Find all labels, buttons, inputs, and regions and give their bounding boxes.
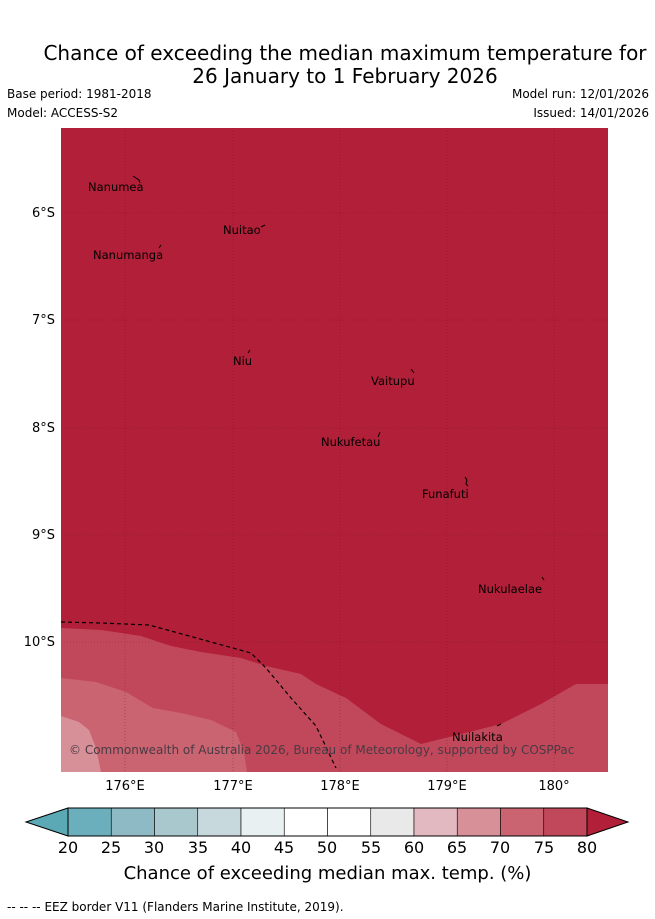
eez-legend: -- -- -- EEZ border V11 (Flanders Marine…	[7, 900, 344, 914]
lon-label: 178°E	[320, 779, 360, 794]
region-70-75	[61, 678, 247, 772]
lon-label: 177°E	[213, 779, 253, 794]
colorbar-tick: 30	[143, 838, 165, 857]
place-label: Nuitao	[223, 223, 261, 237]
islands	[132, 175, 545, 727]
colorbar-segment	[543, 807, 588, 837]
issued-date: Issued: 14/01/2026	[533, 106, 649, 120]
colorbar-segment	[370, 807, 415, 837]
lat-label: 9°S	[31, 528, 55, 543]
colorbar-tick: 70	[489, 838, 511, 857]
colorbar-frame	[67, 807, 588, 837]
title-line2: 26 January to 1 February 2026	[192, 64, 498, 88]
lat-label: 8°S	[31, 421, 55, 436]
probability-map: Nanumea Nuitao Nanumanga Niu Vaitupu Nuk…	[61, 128, 608, 772]
place-label: Funafuti	[422, 487, 469, 501]
colorbar-segment	[240, 807, 285, 837]
colorbar-segment	[154, 807, 199, 837]
colorbar-tick: 25	[100, 838, 122, 857]
copyright-notice: © Commonwealth of Australia 2026, Bureau…	[69, 743, 575, 757]
graticule	[61, 128, 608, 772]
title-line1: Chance of exceeding the median maximum t…	[43, 41, 647, 65]
place-label: Niu	[233, 354, 253, 368]
map-canvas	[61, 128, 608, 772]
model-run: Model run: 12/01/2026	[511, 87, 649, 101]
lon-label: 179°E	[427, 779, 467, 794]
lat-label: 6°S	[31, 206, 55, 221]
colorbar-tick: 60	[403, 838, 425, 857]
colorbar-segment	[413, 807, 458, 837]
colorbar-segment	[283, 807, 328, 837]
colorbar-tick: 65	[446, 838, 468, 857]
colorbar-over-arrow	[586, 807, 630, 837]
colorbar-tick: 45	[273, 838, 295, 857]
colorbar-tick: 35	[187, 838, 209, 857]
place-label: Nukufetau	[321, 435, 381, 449]
colorbar-segment	[456, 807, 501, 837]
place-label: Nanumea	[88, 180, 144, 194]
colorbar	[24, 807, 630, 837]
colorbar-tick: 20	[57, 838, 79, 857]
lat-label: 10°S	[23, 635, 55, 650]
colorbar-segment	[110, 807, 155, 837]
eez-legend-text: EEZ border V11 (Flanders Marine Institut…	[44, 900, 344, 914]
colorbar-segments	[67, 807, 588, 837]
lat-label: 7°S	[31, 313, 55, 328]
colorbar-tick: 80	[576, 838, 598, 857]
colorbar-tick: 50	[316, 838, 338, 857]
place-label: Nukulaelae	[478, 582, 543, 596]
colorbar-tick: 40	[230, 838, 252, 857]
colorbar-segment	[327, 807, 372, 837]
colorbar-under-arrow	[24, 807, 69, 837]
region-65-70	[61, 716, 101, 772]
colorbar-segment	[197, 807, 242, 837]
colorbar-segment	[500, 807, 545, 837]
eez-line-marker: -- -- --	[7, 900, 41, 914]
colorbar-segment	[67, 807, 112, 837]
colorbar-label: Chance of exceeding median max. temp. (%…	[123, 863, 532, 884]
place-label: Vaitupu	[371, 374, 415, 388]
colorbar-tick: 55	[360, 838, 382, 857]
place-label: Nanumanga	[93, 248, 164, 262]
lon-label: 176°E	[105, 779, 145, 794]
eez-border	[61, 621, 337, 769]
base-period: Base period: 1981-2018	[7, 87, 152, 101]
place-label: Nuilakita	[452, 730, 503, 744]
colorbar-tick: 75	[533, 838, 555, 857]
model-name: Model: ACCESS-S2	[7, 106, 119, 120]
lon-label: 180°	[538, 779, 570, 794]
